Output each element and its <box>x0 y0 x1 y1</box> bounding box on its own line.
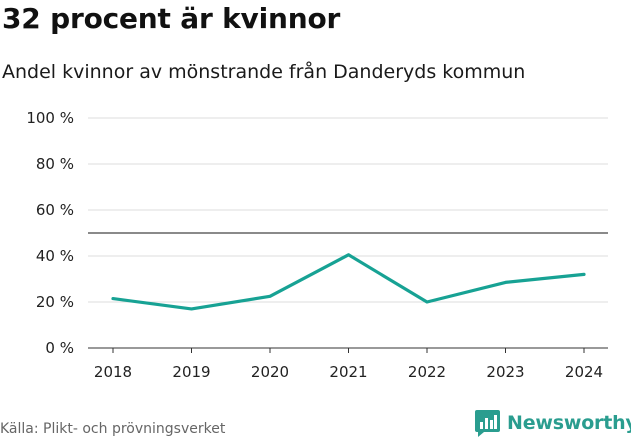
newsworthy-logo-icon <box>475 409 500 437</box>
series-group <box>111 253 586 311</box>
series-line <box>111 253 586 311</box>
brand-logo[interactable]: Newsworthy <box>475 408 631 438</box>
x-tick-label: 2024 <box>565 363 603 381</box>
x-tick-label: 2022 <box>408 363 446 381</box>
y-tick-label: 60 % <box>36 201 74 219</box>
line-chart: 0 % 20 % 40 % 60 % 80 % 100 % 2018 2019 2020 202… <box>26 109 608 381</box>
y-tick-label: 80 % <box>36 155 74 173</box>
y-tick-label: 0 % <box>45 339 74 357</box>
x-tick-label: 2023 <box>486 363 524 381</box>
brand-name: Newsworthy <box>507 412 631 434</box>
x-tick-label: 2020 <box>251 363 289 381</box>
source-note: Källa: Plikt- och prövningsverket <box>0 421 226 437</box>
x-tick-label: 2018 <box>94 363 132 381</box>
y-tick-label: 20 % <box>36 293 74 311</box>
chart-subtitle: Andel kvinnor av mönstrande från Dandery… <box>2 61 526 83</box>
chart-title: 32 procent är kvinnor <box>2 2 341 35</box>
x-axis <box>88 347 608 353</box>
y-tick-label: 100 % <box>26 109 74 127</box>
grid-lines <box>88 117 608 303</box>
y-tick-label: 40 % <box>36 247 74 265</box>
x-tick-label: 2019 <box>172 363 210 381</box>
y-axis-labels: 0 % 20 % 40 % 60 % 80 % 100 % <box>26 109 74 357</box>
x-tick-label: 2021 <box>329 363 367 381</box>
x-axis-labels: 2018 2019 2020 2021 2022 2023 2024 <box>94 363 603 381</box>
